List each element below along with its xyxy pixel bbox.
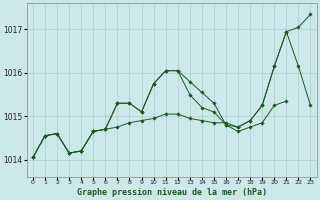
X-axis label: Graphe pression niveau de la mer (hPa): Graphe pression niveau de la mer (hPa) bbox=[77, 188, 267, 197]
